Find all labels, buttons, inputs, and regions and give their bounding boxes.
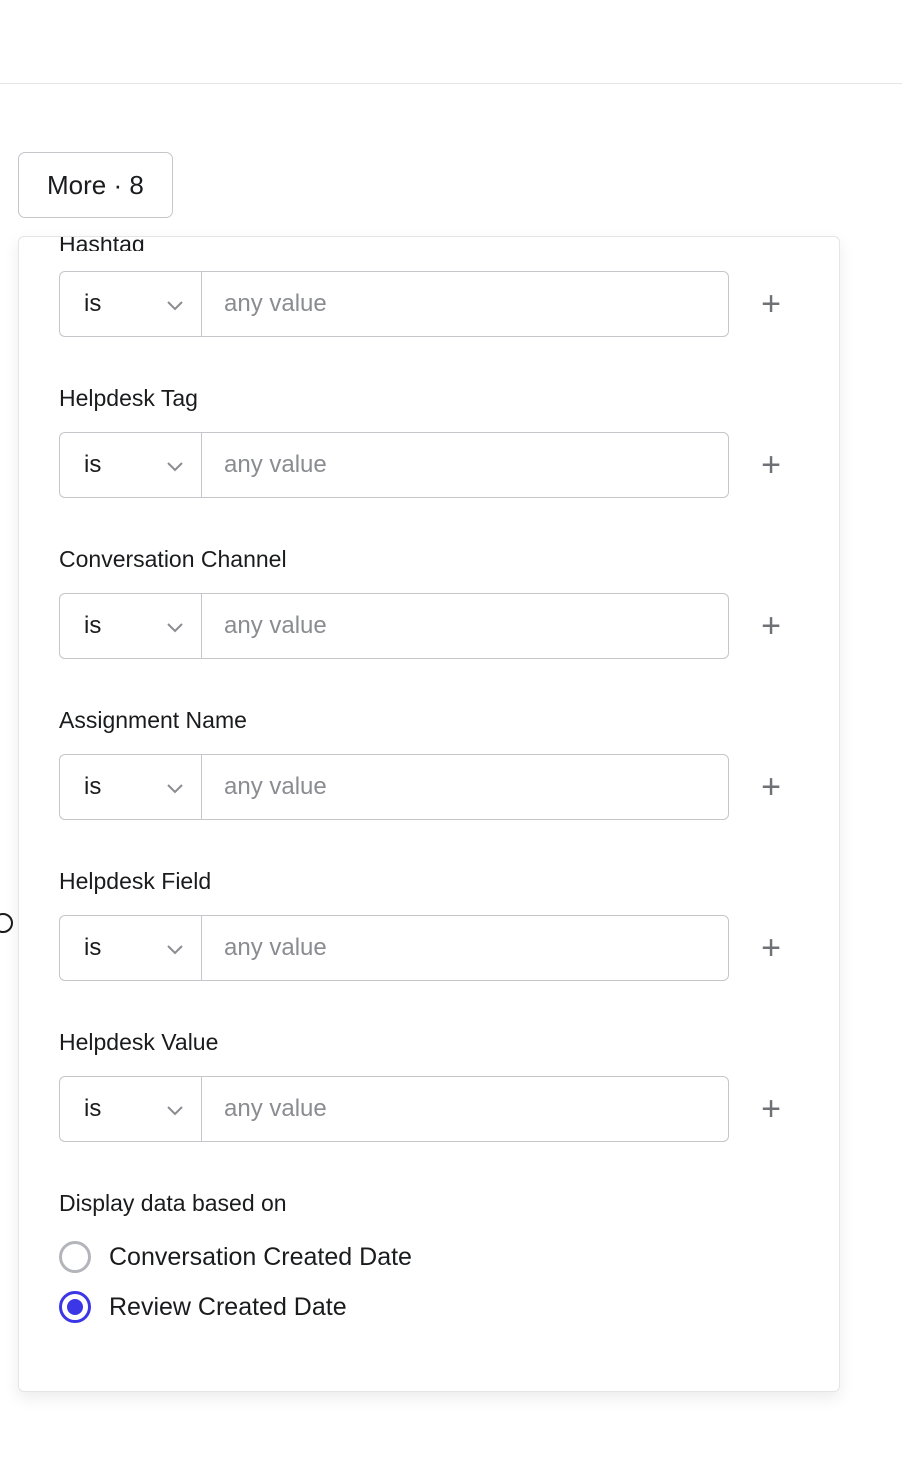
operator-value: is xyxy=(84,1095,101,1123)
operator-value: is xyxy=(84,612,101,640)
radio-option[interactable]: Conversation Created Date xyxy=(59,1241,799,1273)
filter-value-input[interactable] xyxy=(201,754,729,820)
add-filter-button[interactable]: + xyxy=(743,1076,799,1142)
filter-row: is + xyxy=(59,593,799,659)
filter-label: Helpdesk Value xyxy=(59,1029,799,1056)
filter-label: Helpdesk Field xyxy=(59,868,799,895)
radio-icon xyxy=(59,1241,91,1273)
bg-chart-stripe xyxy=(0,1422,902,1462)
plus-icon: + xyxy=(761,285,781,324)
operator-value: is xyxy=(84,451,101,479)
operator-select[interactable]: is xyxy=(59,593,201,659)
filter-row: is + xyxy=(59,1076,799,1142)
filter-block: Conversation Channel is + xyxy=(59,546,799,659)
filter-label-cutoff: Hashtag xyxy=(59,236,799,251)
filter-block: Helpdesk Field is + xyxy=(59,868,799,981)
operator-select[interactable]: is xyxy=(59,432,201,498)
filter-value-input[interactable] xyxy=(201,593,729,659)
operator-select[interactable]: is xyxy=(59,271,201,337)
radio-option[interactable]: Review Created Date xyxy=(59,1291,799,1323)
filter-block: is + xyxy=(59,271,799,337)
filters-popover: Hashtag is + Helpdesk Tag is xyxy=(18,236,840,1392)
more-button-label: More xyxy=(47,170,106,201)
radio-label: Review Created Date xyxy=(109,1293,347,1322)
chevron-down-icon xyxy=(167,290,183,318)
plus-icon: + xyxy=(761,768,781,807)
add-filter-button[interactable]: + xyxy=(743,593,799,659)
filter-label: Helpdesk Tag xyxy=(59,385,799,412)
add-filter-button[interactable]: + xyxy=(743,271,799,337)
bg-chart-marker xyxy=(0,912,14,934)
add-filter-button[interactable]: + xyxy=(743,915,799,981)
operator-value: is xyxy=(84,290,101,318)
more-button-count: 8 xyxy=(129,170,143,201)
plus-icon: + xyxy=(761,1090,781,1129)
plus-icon: + xyxy=(761,929,781,968)
filter-block: Helpdesk Tag is + xyxy=(59,385,799,498)
radio-icon xyxy=(59,1291,91,1323)
filter-block: Assignment Name is + xyxy=(59,707,799,820)
plus-icon: + xyxy=(761,607,781,646)
operator-select[interactable]: is xyxy=(59,915,201,981)
filter-value-input[interactable] xyxy=(201,915,729,981)
filter-row: is + xyxy=(59,915,799,981)
add-filter-button[interactable]: + xyxy=(743,754,799,820)
add-filter-button[interactable]: + xyxy=(743,432,799,498)
filter-value-input[interactable] xyxy=(201,1076,729,1142)
filter-value-input[interactable] xyxy=(201,271,729,337)
operator-value: is xyxy=(84,934,101,962)
radio-label: Conversation Created Date xyxy=(109,1243,412,1272)
filter-row: is + xyxy=(59,754,799,820)
chevron-down-icon xyxy=(167,612,183,640)
filter-row: is + xyxy=(59,432,799,498)
filter-row: is + xyxy=(59,271,799,337)
filter-block: Helpdesk Value is + xyxy=(59,1029,799,1142)
filter-label: Conversation Channel xyxy=(59,546,799,573)
chevron-down-icon xyxy=(167,1095,183,1123)
chevron-down-icon xyxy=(167,934,183,962)
plus-icon: + xyxy=(761,446,781,485)
bg-chart-lines xyxy=(0,1426,180,1456)
top-bar xyxy=(0,0,902,84)
operator-select[interactable]: is xyxy=(59,1076,201,1142)
chevron-down-icon xyxy=(167,451,183,479)
filter-value-input[interactable] xyxy=(201,432,729,498)
more-filters-button[interactable]: More · 8 xyxy=(18,152,173,218)
filter-label: Assignment Name xyxy=(59,707,799,734)
operator-select[interactable]: is xyxy=(59,754,201,820)
more-button-separator: · xyxy=(113,170,122,201)
chevron-down-icon xyxy=(167,773,183,801)
radio-group-label: Display data based on xyxy=(59,1190,799,1217)
operator-value: is xyxy=(84,773,101,801)
